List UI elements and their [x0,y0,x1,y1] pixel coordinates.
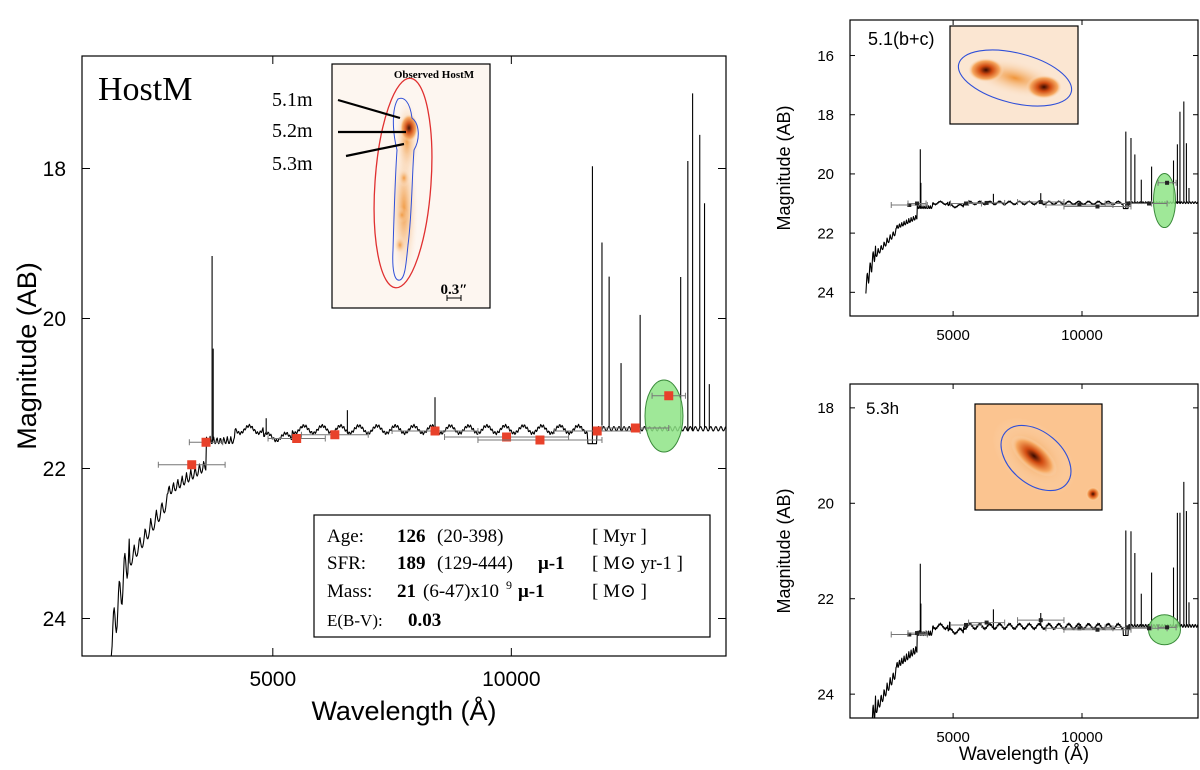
photometry-point [502,432,512,442]
photometry-point [1095,627,1100,632]
y-tick-label: 20 [817,496,834,513]
y-tick-label: 16 [817,48,834,65]
sed-model-curve [865,622,1199,719]
y-tick-label: 22 [817,591,834,608]
main-xlabel: Wavelength (Å) [311,695,496,726]
y-tick-label: 22 [817,225,834,242]
pointer-5-1m [337,98,401,120]
photometry-point [1038,618,1043,623]
bottom-right-ticks: 5000 10000 18 20 22 24 [817,384,1198,746]
inset-label: Observed HostM [394,69,475,81]
top-right-plot-frame [849,19,1199,317]
photometry-point [201,437,211,447]
photometry-point [907,632,912,637]
ebv-row: E(B-V): 0.03 [327,610,441,631]
photometry-point [964,201,968,206]
photometry-point [1165,180,1170,185]
annotation-5-3m: 5.3m [272,153,313,175]
photometry-point [292,434,302,443]
photometry-point [907,203,912,207]
x-tick-label: 5000 [936,729,969,746]
top-right-ticks: 5000 10000 16 18 20 22 24 [817,20,1198,344]
pointer-5-3m [345,142,405,158]
photometry-point [1126,625,1131,630]
photometry-point [964,622,968,627]
bottom-right-plot-frame [849,383,1199,719]
photometry-point [187,460,197,470]
age-row: Age: 126 (20-398) [ Myr ] [327,526,647,547]
x-tick-label: 10000 [482,668,540,691]
photometry-point [1147,626,1152,631]
y-tick-label: 20 [817,166,834,183]
photometry-point [984,200,989,205]
photometry-point [330,430,340,440]
top-right-inset-image [949,25,1079,125]
x-tick-label: 5000 [249,668,296,691]
bottom-right-inset-image [974,403,1103,511]
annotation-5-1m: 5.1m [272,89,313,111]
y-tick-label: 18 [43,158,66,181]
main-spectrum [110,93,727,657]
highlight-ellipse [1152,173,1176,229]
photometry-point [1165,625,1170,630]
photometry-point [915,201,920,206]
y-tick-label: 18 [817,107,834,124]
sfr-row: SFR: 189 (129-444) μ-1 [ M⊙ yr-1 ] [327,553,683,574]
inset-scale-label: 0.3″ [440,282,467,298]
main-plot-frame [81,55,727,657]
main-photometry [157,379,686,470]
y-tick-label: 24 [817,285,834,302]
main-inset-image: Observed HostM 0.3″ [331,63,491,309]
bottom-right-ylabel: Magnitude (AB) [774,488,794,613]
mass-row: Mass: 21 (6-47)x10 9 μ-1 [ M⊙ ] [327,573,647,602]
sed-model-curve [865,200,1199,294]
photometry-point [1077,203,1082,207]
top-right-spectrum [865,101,1199,294]
photometry-point [1077,626,1082,631]
y-tick-label: 24 [43,608,67,631]
top-right-photometry [890,173,1177,229]
y-tick-label: 24 [817,686,834,703]
y-tick-label: 20 [43,308,66,331]
y-tick-label: 22 [43,458,66,481]
x-tick-label: 10000 [1061,327,1103,344]
bottom-right-xlabel: Wavelength (Å) [959,744,1089,765]
photometry-point [630,423,640,433]
photometry-point [1126,201,1131,206]
photometry-point [664,391,674,401]
photometry-point [430,426,440,436]
main-ylabel: Magnitude (AB) [12,262,42,450]
photometry-point [1147,201,1152,206]
bottom-right-title: 5.3h [866,399,899,418]
x-tick-label: 10000 [1061,729,1103,746]
photometry-point [592,426,602,436]
x-tick-label: 5000 [936,327,969,344]
main-title: HostM [98,71,192,108]
photometry-point [1095,204,1100,209]
photometry-point [915,631,920,636]
fit-results-box: Age: 126 (20-398) [ Myr ] SFR: 189 (129-… [313,514,711,638]
photometry-point [535,435,545,445]
y-tick-label: 18 [817,400,834,417]
photometry-point [1038,200,1043,205]
highlight-ellipse [644,379,684,453]
annotation-5-2m: 5.2m [272,120,313,142]
photometry-point [984,620,989,625]
bottom-right-photometry [890,614,1181,646]
top-right-ylabel: Magnitude (AB) [774,105,794,230]
bottom-right-spectrum [865,481,1199,719]
main-ticks: 5000 10000 18 20 22 24 [43,56,726,691]
top-right-title: 5.1(b+c) [868,29,935,49]
